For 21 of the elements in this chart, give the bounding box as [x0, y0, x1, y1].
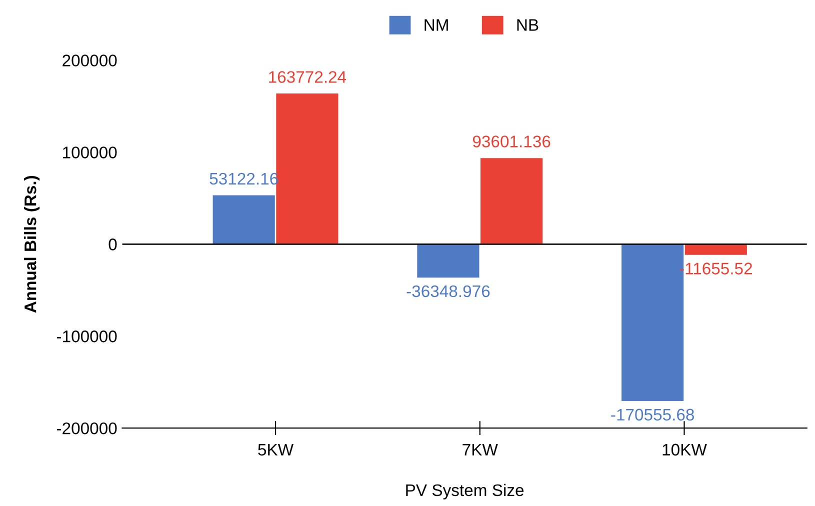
bar	[212, 195, 275, 244]
bar	[276, 94, 338, 244]
y-axis-title: Annual Bills (Rs.)	[24, 176, 40, 313]
x-tick-label: 10KW	[662, 444, 707, 456]
bar	[684, 244, 747, 255]
data-label: 93601.136	[472, 136, 550, 148]
data-label: -36348.976	[406, 285, 490, 298]
x-tick-label: 5KW	[258, 444, 294, 456]
y-tick-label: 0	[108, 238, 117, 250]
y-tick-label: -100000	[56, 330, 117, 342]
legend-label: NB	[517, 19, 538, 31]
y-tick-label: 100000	[63, 146, 117, 158]
bar	[480, 158, 543, 244]
data-label: 163772.24	[269, 71, 346, 83]
x-axis-title: PV System Size	[406, 484, 524, 500]
data-label: -170555.68	[611, 408, 694, 421]
x-tick-label: 7KW	[462, 444, 498, 456]
y-tick-label: -200000	[56, 422, 117, 434]
legend-label: NM	[424, 19, 448, 31]
y-tick-label: 200000	[62, 54, 117, 66]
bar	[417, 244, 480, 278]
